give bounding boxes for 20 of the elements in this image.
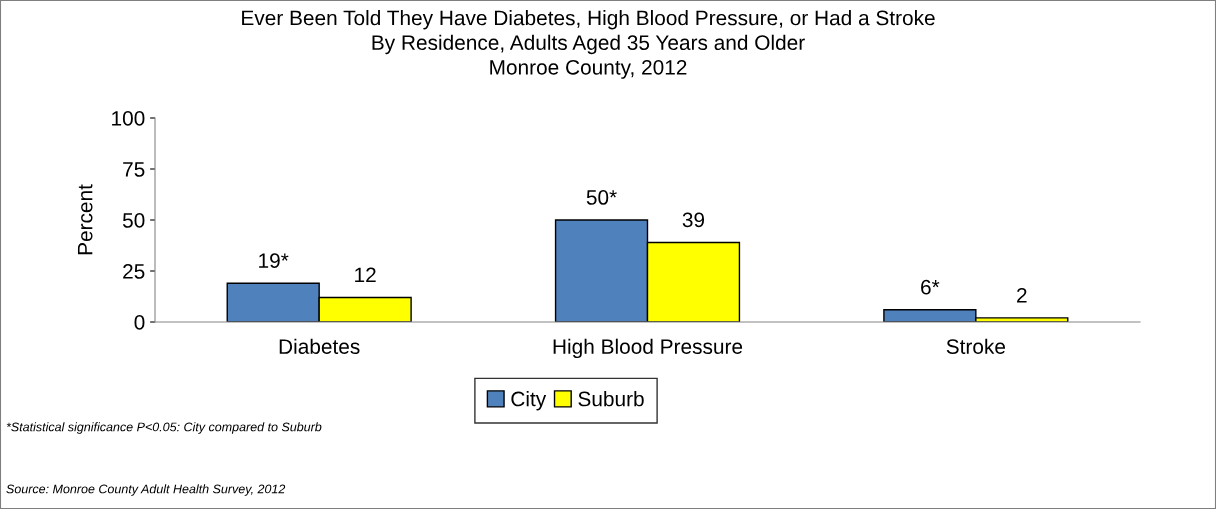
- x-tick-label: Stroke: [946, 338, 1006, 354]
- y-tick-label: 0: [134, 315, 145, 330]
- data-label: 12: [355, 267, 376, 283]
- data-label: 19*: [259, 253, 289, 269]
- data-label: 39: [682, 212, 705, 228]
- source-note: Source: Monroe County Adult Health Survey, 2012: [6, 484, 286, 496]
- legend-label: City: [511, 391, 547, 411]
- data-label: 2: [1017, 287, 1027, 303]
- x-tick-label: Diabetes: [279, 338, 360, 354]
- text: *Statistical significance P<0.05: City compared to Suburb: [6, 422, 322, 434]
- chart-title: Ever Been Told They Have Diabetes, High Blood Pressure, or Had a Stroke By Residence, Adults Aged 35 Years and Older Monroe County, 2012: [242, 10, 935, 79]
- y-tick-label: 100: [112, 111, 145, 126]
- legend-label: Suburb: [578, 391, 644, 407]
- y-tick-label: 50: [122, 213, 145, 228]
- data-label: 6*: [921, 279, 940, 295]
- y-tick-label: 25: [123, 264, 145, 279]
- y-tick-label: 75: [123, 162, 145, 177]
- x-tick-label: High Blood Pressure: [553, 338, 743, 359]
- y-axis-title: Percent: [77, 184, 93, 255]
- data-label: 50*: [586, 190, 617, 205]
